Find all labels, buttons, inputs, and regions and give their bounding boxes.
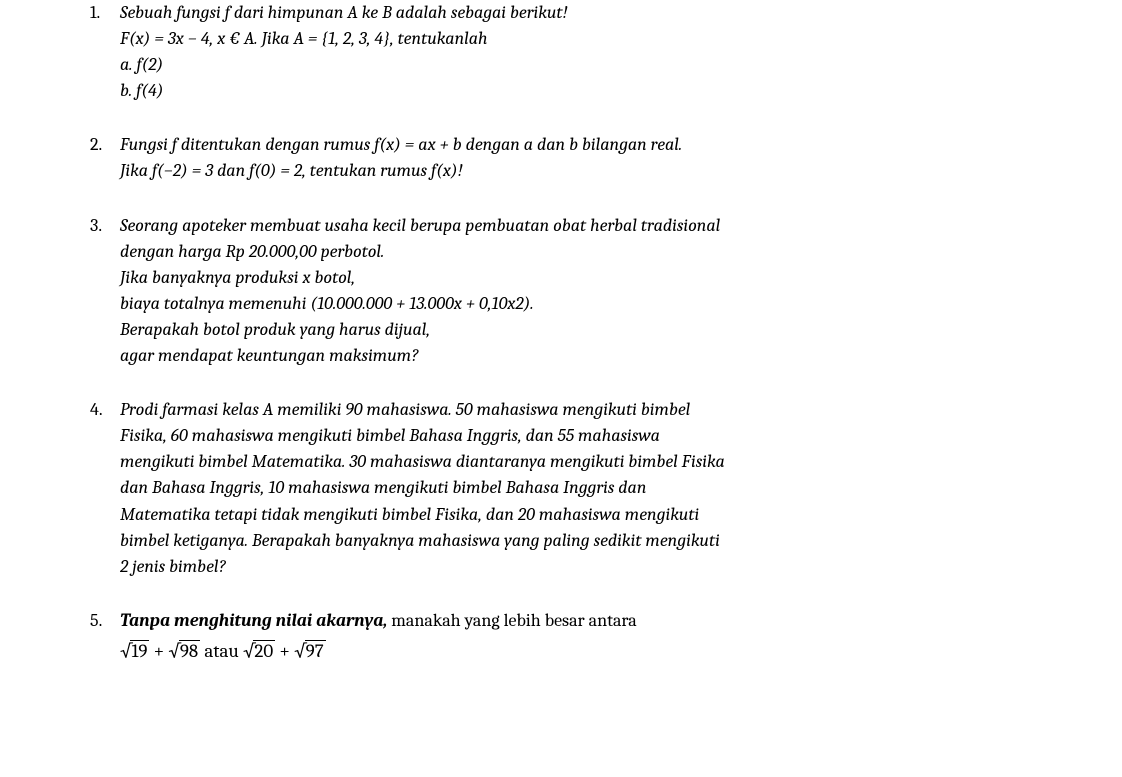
- p1-line-2: F(x) = 3x − 4, x € A. Jika A = {1, 2, 3,…: [120, 26, 1032, 52]
- mid-word: atau: [204, 640, 243, 662]
- p5-lead-rest: manakah yang lebih besar antara: [387, 610, 636, 631]
- sqrt-b2-val: 97: [305, 640, 326, 662]
- problem-item-4: Prodi farmasi kelas A memiliki 90 mahasi…: [90, 397, 1032, 580]
- p3-line-2: dengan harga Rp 20.000,00 perbotol.: [120, 239, 1032, 265]
- p4-line-3: mengikuti bimbel Matematika. 30 mahasisw…: [120, 449, 1032, 475]
- p2-line-1: Fungsi f ditentukan dengan rumus f(x) = …: [120, 132, 1032, 158]
- p4-line-6: bimbel ketiganya. Berapakah banyaknya ma…: [120, 528, 1032, 554]
- p3-line-6: agar mendapat keuntungan maksimum?: [120, 343, 1032, 369]
- problem-item-1: Sebuah fungsi f dari himpunan A ke B ada…: [90, 0, 1032, 104]
- plus-2: +: [279, 640, 294, 662]
- p4-line-7: 2 jenis bimbel?: [120, 554, 1032, 580]
- sqrt-a1-val: 19: [130, 640, 149, 662]
- p4-line-5: Matematika tetapi tidak mengikuti bimbel…: [120, 502, 1032, 528]
- p4-line-2: Fisika, 60 mahasiswa mengikuti bimbel Ba…: [120, 423, 1032, 449]
- problem-item-2: Fungsi f ditentukan dengan rumus f(x) = …: [90, 132, 1032, 184]
- p5-lead-bold: Tanpa menghitung nilai akarnya,: [120, 610, 387, 631]
- sqrt-b2: √97: [294, 638, 326, 666]
- sqrt-a2: √98: [168, 638, 200, 666]
- p5-expression: √19 + √98 atau √20 + √97: [120, 638, 1032, 666]
- p3-line-1: Seorang apoteker membuat usaha kecil ber…: [120, 213, 1032, 239]
- sqrt-a1: √19: [120, 638, 149, 666]
- sqrt-b1-val: 20: [253, 640, 275, 662]
- p1-line-3: a. f(2): [120, 52, 1032, 78]
- p2-line-2: Jika f(−2) = 3 dan f(0) = 2, tentukan ru…: [120, 158, 1032, 184]
- p3-line-4: biaya totalnya memenuhi (10.000.000 + 13…: [120, 291, 1032, 317]
- problem-item-3: Seorang apoteker membuat usaha kecil ber…: [90, 213, 1032, 370]
- document-page: Sebuah fungsi f dari himpunan A ke B ada…: [0, 0, 1122, 665]
- p3-line-3: Jika banyaknya produksi x botol,: [120, 265, 1032, 291]
- plus-1: +: [154, 640, 169, 662]
- p3-line-5: Berapakah botol produk yang harus dijual…: [120, 317, 1032, 343]
- problem-list: Sebuah fungsi f dari himpunan A ke B ada…: [90, 0, 1032, 665]
- p4-line-4: dan Bahasa Inggris, 10 mahasiswa mengiku…: [120, 475, 1032, 501]
- problem-item-5: Tanpa menghitung nilai akarnya, manakah …: [90, 608, 1032, 666]
- sqrt-b1: √20: [243, 638, 275, 666]
- p1-line-1: Sebuah fungsi f dari himpunan A ke B ada…: [120, 0, 1032, 26]
- p5-line-1: Tanpa menghitung nilai akarnya, manakah …: [120, 608, 1032, 634]
- p4-line-1: Prodi farmasi kelas A memiliki 90 mahasi…: [120, 397, 1032, 423]
- sqrt-a2-val: 98: [179, 640, 200, 662]
- p1-line-4: b. f(4): [120, 78, 1032, 104]
